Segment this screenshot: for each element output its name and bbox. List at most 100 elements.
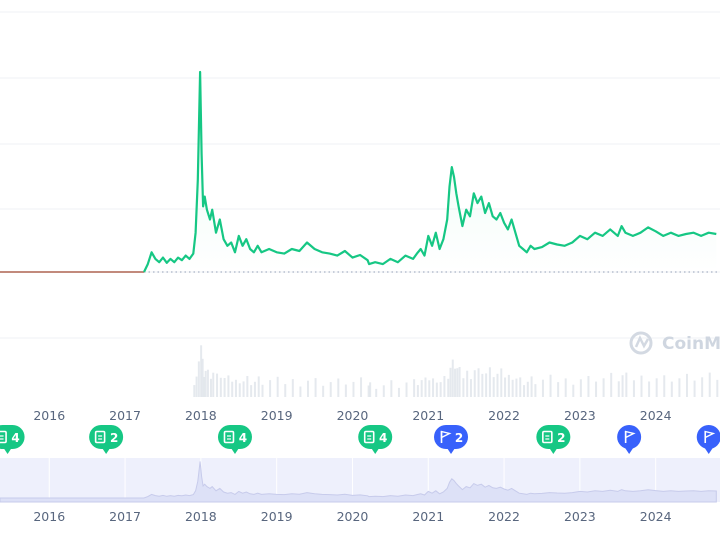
volume-bar [579, 379, 582, 397]
document-icon [94, 430, 106, 444]
volume-bar [216, 373, 219, 397]
event-pointer [704, 448, 713, 454]
document-icon-body [94, 430, 106, 444]
volume-bar [466, 370, 469, 397]
event-marker[interactable] [696, 425, 720, 454]
volume-bar [193, 385, 196, 397]
x-tick-label: 2022 [488, 408, 520, 423]
volume-bar [201, 358, 204, 397]
volume-bar [617, 381, 620, 397]
event-marker[interactable]: 4 [217, 425, 252, 454]
event-pointer [102, 448, 111, 454]
volume-bar [329, 382, 332, 397]
x-tick-label: 2016 [33, 408, 65, 423]
event-pill [0, 425, 25, 449]
flag-icon-cloth [704, 430, 716, 439]
x-tick-label: 2023 [564, 408, 596, 423]
event-marker[interactable]: 2 [536, 425, 571, 454]
volume-bar [390, 380, 393, 397]
event-pill [617, 425, 642, 449]
volume-bar [195, 376, 198, 397]
volume-bar [632, 380, 635, 397]
volume-bar [209, 378, 212, 397]
volume-bar [670, 381, 673, 397]
volume-bar [507, 374, 510, 397]
event-marker[interactable] [617, 425, 642, 454]
coinmarketcap-logo-icon [629, 331, 653, 355]
volume-bar [443, 376, 446, 397]
grid-lines [0, 11, 720, 339]
volume-bar [424, 377, 427, 397]
volume-bar [511, 379, 514, 397]
event-pointer [447, 448, 456, 454]
document-icon-body [0, 430, 7, 444]
volume-bar [447, 378, 450, 397]
flag-icon [624, 430, 636, 443]
volume-bar [204, 370, 207, 397]
volume-bar [663, 375, 666, 397]
volume-bar [369, 382, 372, 397]
volume-bar [678, 378, 681, 397]
x-tick-label: 2021 [412, 408, 444, 423]
volume-bar [458, 367, 461, 397]
event-count-label: 4 [11, 431, 19, 445]
volume-bar [572, 384, 575, 397]
navigator-tick-label: 2021 [412, 509, 444, 524]
volume-bar [219, 377, 222, 397]
volume-bar [428, 380, 431, 397]
document-icon [223, 430, 235, 444]
volume-bar [234, 379, 237, 397]
volume-bar [291, 379, 294, 397]
volume-bar [360, 377, 363, 397]
event-marker[interactable]: 4 [0, 425, 25, 454]
event-count-label: 2 [110, 431, 118, 445]
document-icon [363, 430, 375, 444]
volume-bar [257, 376, 260, 397]
event-marker[interactable]: 2 [89, 425, 124, 454]
volume-bar [693, 380, 696, 397]
event-markers[interactable]: 4 2 4 4 2 2 [0, 425, 720, 454]
event-pointer [625, 448, 634, 454]
event-pill [696, 425, 720, 449]
x-tick-label: 2017 [109, 408, 141, 423]
volume-bar [587, 376, 590, 397]
volume-bar [477, 368, 480, 397]
volume-bar [382, 385, 385, 397]
volume-bar [716, 379, 719, 397]
volume-bar [557, 382, 560, 397]
volume-bar [299, 386, 302, 397]
volume-bar [203, 377, 206, 397]
volume-bar [492, 377, 495, 397]
volume-bar [246, 376, 249, 397]
volume-bar [449, 367, 452, 397]
volume-bar [640, 375, 643, 397]
volume-bar [462, 378, 465, 397]
volume-bar [708, 372, 711, 397]
volume-bar [231, 381, 234, 397]
event-pointer [230, 448, 239, 454]
volume-bar [602, 378, 605, 397]
volume-bar [435, 382, 438, 397]
volume-bar [206, 369, 209, 397]
document-icon-body [542, 430, 553, 444]
volume-bar [375, 388, 378, 397]
volume-bar [352, 381, 355, 397]
navigator-tick-label: 2024 [640, 509, 672, 524]
volume-bar [488, 367, 491, 397]
volume-bar [685, 373, 688, 397]
volume-bar [416, 385, 419, 397]
price-area [144, 72, 717, 272]
event-marker[interactable]: 4 [358, 425, 393, 454]
volume-bar [549, 374, 552, 397]
volume-bar [413, 379, 416, 397]
range-navigator[interactable]: 2016 2017 2018 2019 2020 2021 2022 2023 2024 [0, 458, 720, 524]
volume-bar [200, 345, 203, 397]
flag-icon [440, 430, 452, 443]
price-series [0, 70, 720, 273]
volume-bar [367, 385, 370, 397]
navigator-tick-label: 2017 [109, 509, 141, 524]
event-marker[interactable]: 2 [434, 425, 469, 454]
navigator-tick-label: 2020 [337, 509, 369, 524]
volume-bar [322, 385, 325, 397]
